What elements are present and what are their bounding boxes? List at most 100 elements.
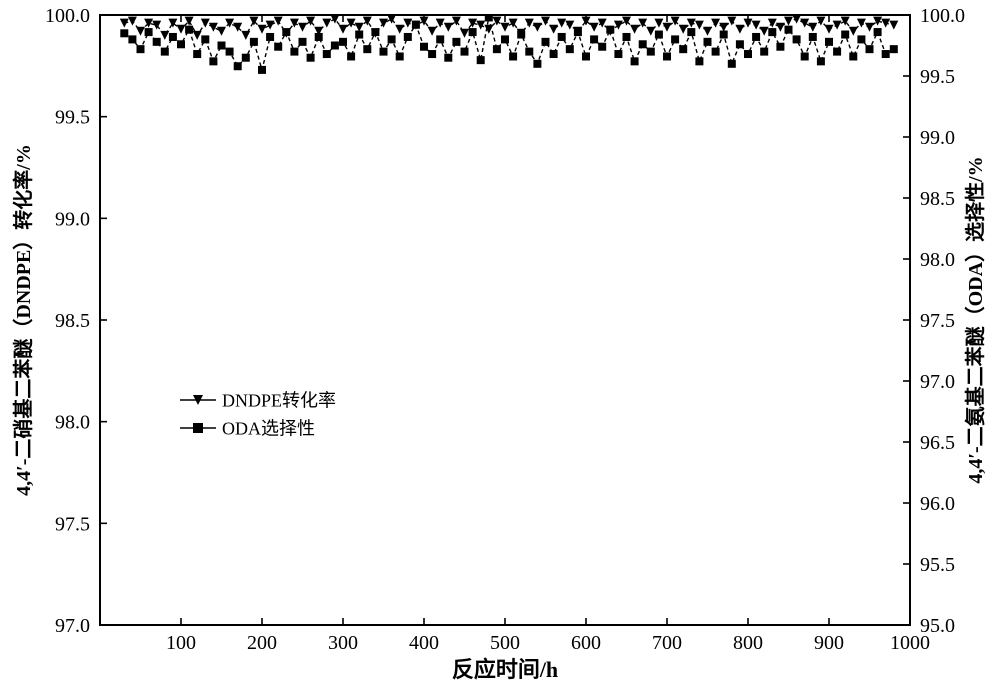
marker-square: [169, 33, 177, 41]
marker-square: [120, 29, 128, 37]
marker-square: [825, 38, 833, 46]
marker-square: [809, 33, 817, 41]
x-tick-label: 700: [652, 632, 682, 654]
y-right-tick-label: 100.0: [920, 5, 965, 27]
marker-square: [355, 31, 363, 39]
marker-square: [331, 42, 339, 50]
marker-square: [290, 48, 298, 56]
marker-square: [428, 50, 436, 58]
y-right-tick-label: 95.5: [920, 554, 955, 576]
marker-square: [493, 45, 501, 53]
marker-square: [388, 35, 396, 43]
marker-square: [226, 48, 234, 56]
marker-square: [606, 26, 614, 34]
marker-square: [566, 45, 574, 53]
marker-square: [137, 45, 145, 53]
marker-square: [209, 57, 217, 65]
x-tick-label: 100: [166, 632, 196, 654]
marker-square: [250, 38, 258, 46]
marker-square: [720, 31, 728, 39]
marker-square: [744, 50, 752, 58]
chart-container: 1002003004005006007008009001000反应时间/h97.…: [0, 0, 1000, 695]
marker-square: [841, 31, 849, 39]
marker-square: [752, 33, 760, 41]
y-left-tick-label: 98.5: [55, 310, 90, 332]
marker-square: [201, 35, 209, 43]
marker-square: [542, 38, 550, 46]
marker-square: [501, 35, 509, 43]
marker-square: [315, 33, 323, 41]
marker-square: [234, 62, 242, 70]
y-left-tick-label: 98.0: [55, 412, 90, 434]
y-right-tick-label: 98.0: [920, 249, 955, 271]
y-left-axis-label: 4,4′-二硝基二苯醚（DNDPE）转化率/%: [11, 144, 35, 496]
x-tick-label: 800: [733, 632, 763, 654]
y-left-tick-label: 99.5: [55, 107, 90, 129]
marker-square: [647, 48, 655, 56]
y-left-tick-label: 99.0: [55, 208, 90, 230]
marker-square: [218, 42, 226, 50]
marker-square: [663, 52, 671, 60]
marker-square: [412, 21, 420, 29]
y-right-tick-label: 95.0: [920, 615, 955, 637]
marker-square: [801, 52, 809, 60]
y-left-tick-label: 100.0: [45, 5, 90, 27]
marker-square: [469, 28, 477, 36]
marker-square: [452, 38, 460, 46]
y-left-tick-label: 97.5: [55, 513, 90, 535]
marker-square: [380, 48, 388, 56]
marker-square: [655, 31, 663, 39]
y-right-tick-label: 96.0: [920, 493, 955, 515]
marker-square: [631, 57, 639, 65]
marker-square: [558, 33, 566, 41]
marker-square: [282, 28, 290, 36]
x-tick-label: 300: [328, 632, 358, 654]
marker-square: [890, 45, 898, 53]
marker-square: [404, 33, 412, 41]
marker-square: [339, 38, 347, 46]
marker-square: [712, 48, 720, 56]
y-right-axis-label: 4,4′-二氨基二苯醚（ODA）选择性/%: [963, 156, 987, 483]
marker-square: [323, 50, 331, 58]
marker-square: [153, 38, 161, 46]
marker-square: [299, 38, 307, 46]
marker-square: [574, 28, 582, 36]
marker-square: [687, 28, 695, 36]
x-tick-label: 200: [247, 632, 277, 654]
marker-square: [728, 60, 736, 68]
x-axis-label: 反应时间/h: [452, 657, 558, 682]
marker-square: [185, 26, 193, 34]
marker-square: [517, 31, 525, 39]
marker-square: [371, 28, 379, 36]
marker-square: [874, 28, 882, 36]
marker-square: [461, 48, 469, 56]
marker-square: [614, 50, 622, 58]
marker-square: [857, 35, 865, 43]
y-right-tick-label: 97.0: [920, 371, 955, 393]
marker-square: [145, 28, 153, 36]
marker-square: [477, 56, 485, 64]
y-right-tick-label: 97.5: [920, 310, 955, 332]
marker-square: [623, 33, 631, 41]
marker-square: [849, 52, 857, 60]
marker-square: [420, 43, 428, 51]
marker-square: [760, 48, 768, 56]
marker-square: [193, 50, 201, 58]
y-left-tick-label: 97.0: [55, 615, 90, 637]
marker-square: [882, 50, 890, 58]
marker-square: [525, 48, 533, 56]
marker-square: [793, 35, 801, 43]
marker-square: [307, 54, 315, 62]
legend-label: ODA选择性: [222, 418, 315, 438]
marker-square: [598, 43, 606, 51]
marker-square: [671, 35, 679, 43]
marker-square: [161, 48, 169, 56]
marker-square: [509, 52, 517, 60]
marker-square: [266, 33, 274, 41]
y-right-tick-label: 96.5: [920, 432, 955, 454]
marker-square: [258, 66, 266, 74]
marker-square: [695, 57, 703, 65]
marker-square: [736, 40, 744, 48]
marker-square: [582, 52, 590, 60]
marker-square: [128, 35, 136, 43]
